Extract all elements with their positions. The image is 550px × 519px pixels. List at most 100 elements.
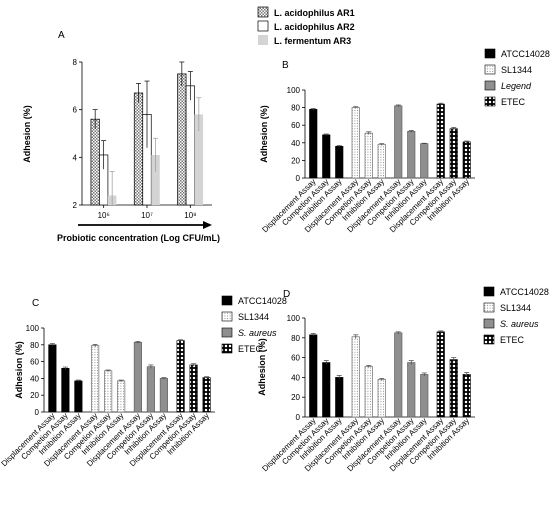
y-tick-label: 40	[291, 139, 300, 148]
x-tick-label: 10⁷	[141, 211, 153, 220]
legend-swatch	[483, 302, 495, 313]
bar	[185, 85, 195, 206]
bar	[146, 366, 155, 413]
y-tick-label: 20	[291, 393, 300, 402]
legend-swatch	[257, 20, 269, 32]
y-axis-label: Adhesion (%)	[257, 338, 267, 396]
bar	[436, 331, 445, 418]
bar	[159, 378, 168, 413]
bar	[202, 377, 211, 413]
legend-label: ETEC	[501, 97, 526, 107]
bar	[189, 364, 198, 413]
y-tick-label: 60	[291, 121, 300, 130]
bar	[407, 362, 416, 418]
bar	[104, 370, 113, 413]
bar	[462, 141, 471, 179]
bar	[462, 374, 471, 418]
x-tick-label: 10⁶	[98, 211, 110, 220]
y-tick-label: 40	[291, 373, 300, 382]
legend-label: S. aureus	[238, 328, 277, 338]
bar	[335, 146, 344, 179]
panel-letter: C	[32, 298, 39, 309]
y-tick-label: 80	[291, 104, 300, 113]
panel-letter: D	[283, 289, 290, 300]
panel-letter: B	[282, 60, 289, 71]
y-tick-label: 0	[296, 174, 301, 183]
legend-label: ATCC14028	[500, 287, 549, 297]
legend-swatch	[258, 35, 268, 45]
legend-swatch	[257, 6, 269, 18]
bar	[394, 105, 403, 179]
bar	[420, 143, 429, 179]
legend-swatch	[483, 334, 495, 345]
legend-swatch	[483, 318, 495, 329]
bar	[90, 118, 100, 206]
legend-swatch	[221, 343, 233, 354]
x-axis-label: Probiotic concentration (Log CFU/mL)	[57, 233, 220, 243]
y-tick-label: 0	[296, 413, 301, 422]
bar	[91, 345, 100, 413]
y-axis-label: Adhesion (%)	[22, 105, 32, 163]
bar	[74, 380, 83, 413]
legend-label: ETEC	[238, 344, 263, 354]
bar	[351, 336, 360, 418]
bar	[322, 362, 331, 418]
y-tick-label: 80	[30, 341, 39, 350]
bar	[377, 144, 386, 179]
legend-label: L. acidophilus AR1	[274, 8, 355, 18]
bar	[48, 344, 57, 413]
legend-swatch	[221, 295, 233, 306]
legend-label: L. acidophilus AR2	[274, 22, 355, 32]
y-tick-label: 2	[73, 201, 78, 210]
y-tick-label: 80	[291, 334, 300, 343]
bar	[117, 380, 126, 413]
y-tick-label: 20	[291, 156, 300, 165]
legend-swatch	[484, 80, 496, 91]
y-tick-label: 20	[30, 391, 39, 400]
arrow-head	[203, 221, 212, 229]
legend-swatch	[221, 327, 233, 338]
bar	[364, 132, 373, 179]
y-axis-label: Adhesion (%)	[14, 341, 24, 399]
bar	[151, 154, 160, 205]
legend-label: SL1344	[500, 303, 531, 313]
y-tick-label: 100	[287, 86, 301, 95]
y-tick-label: 8	[73, 58, 78, 67]
legend-swatch	[484, 48, 496, 59]
bar	[133, 92, 144, 206]
y-tick-label: 4	[73, 153, 78, 162]
y-tick-label: 100	[26, 324, 40, 333]
legend-swatch	[484, 96, 496, 107]
bar	[364, 366, 373, 418]
bar	[449, 359, 458, 418]
bar	[377, 379, 386, 418]
bar	[176, 340, 185, 413]
y-tick-label: 0	[35, 408, 40, 417]
bar	[309, 334, 318, 418]
bar	[420, 374, 429, 418]
legend-label: S. aureus	[500, 319, 539, 329]
bar	[407, 131, 416, 179]
y-tick-label: 6	[73, 106, 78, 115]
chart-panel-a: A 2 4 6 8 Adhesion (%) 10⁶ 10⁷ 10⁸ Probiotic conc…	[22, 6, 355, 243]
bar	[133, 341, 142, 413]
bar	[351, 107, 360, 179]
legend-label: L. fermentum AR3	[274, 36, 351, 46]
y-axis-label: Adhesion (%)	[259, 105, 269, 163]
bar	[322, 134, 331, 179]
legend-label: ATCC14028	[501, 49, 550, 59]
y-tick-label: 60	[291, 354, 300, 363]
bar	[61, 368, 70, 413]
bar	[309, 109, 318, 179]
legend-label: ATCC14028	[238, 296, 287, 306]
y-tick-label: 40	[30, 374, 39, 383]
legend-swatch	[484, 64, 496, 75]
legend-label: ETEC	[500, 335, 525, 345]
legend-label: SL1344	[501, 65, 532, 75]
bar	[335, 377, 344, 418]
legend-label: SL1344	[238, 312, 269, 322]
